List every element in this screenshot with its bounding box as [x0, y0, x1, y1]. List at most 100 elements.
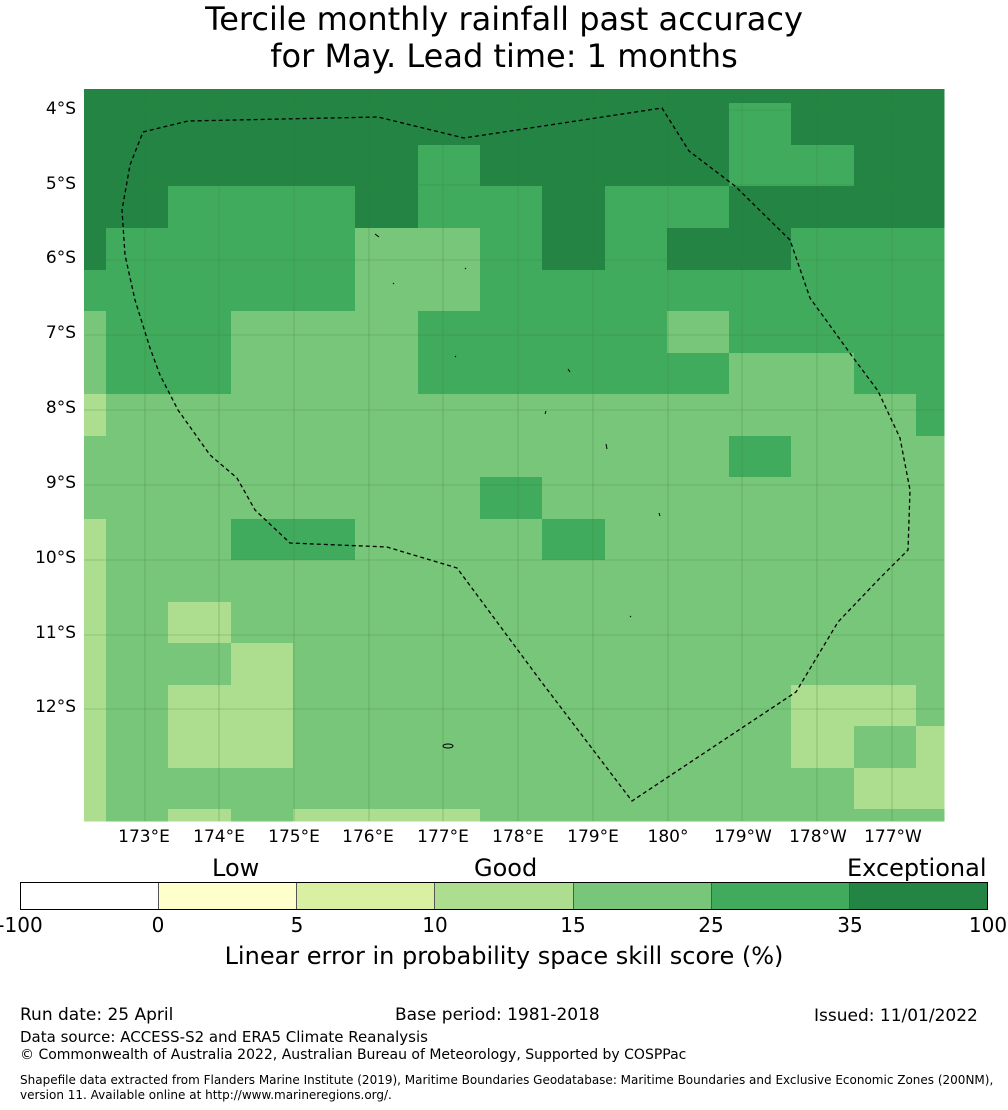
colorbar-tick: -100 [0, 913, 43, 937]
skill-cell [729, 436, 792, 478]
skill-cell [418, 311, 668, 354]
skill-cell [293, 809, 481, 822]
colorbar-segment [711, 883, 850, 909]
skill-cell [791, 436, 945, 478]
skill-cell [84, 436, 730, 478]
lon-label: 177°W [864, 827, 922, 847]
copyright-notice: © Commonwealth of Australia 2022, Austra… [20, 1047, 687, 1063]
skill-cell [480, 809, 945, 822]
skill-cell [84, 726, 107, 769]
skill-cell [84, 602, 107, 644]
skill-cell [854, 145, 945, 187]
eez-boundary [121, 107, 911, 802]
lat-label: 6°S [45, 248, 76, 268]
skill-cell [168, 726, 294, 769]
skill-cell [854, 768, 945, 810]
skill-cell [293, 726, 792, 769]
lat-label: 12°S [35, 697, 76, 717]
skill-cell [106, 768, 855, 810]
data-source: Data source: ACCESS-S2 and ERA5 Climate … [20, 1028, 428, 1046]
skill-cell [106, 353, 232, 395]
issued-date: Issued: 11/01/2022 [814, 1006, 978, 1026]
skill-cell [355, 270, 419, 312]
lon-label: 176°E [342, 827, 394, 847]
map-title-line-1: Tercile monthly rainfall past accuracy [205, 0, 803, 38]
lat-label: 5°S [45, 174, 76, 194]
skill-cell [106, 809, 169, 822]
skill-cell [84, 685, 107, 727]
skill-cell [231, 643, 294, 686]
skill-cell [106, 726, 169, 769]
colorbar-tick: 5 [290, 913, 304, 937]
skill-cell [480, 228, 543, 271]
colorbar-tick: 0 [151, 913, 165, 937]
skill-cell [106, 228, 356, 271]
skill-cell [667, 311, 730, 354]
skill-cell [84, 394, 107, 437]
colorbar-tick: 100 [968, 913, 1008, 937]
legend-category-exceptional: Exceptional [847, 854, 987, 882]
skill-cell [106, 643, 232, 686]
skill-cell [84, 643, 107, 686]
skill-cell [168, 602, 232, 644]
skill-cell [84, 809, 107, 822]
colorbar-segment [159, 883, 298, 909]
skill-cell [231, 809, 294, 822]
skill-cell [84, 270, 356, 312]
map-title-line-2: for May. Lead time: 1 months [270, 37, 738, 75]
skill-cell [106, 311, 232, 354]
skill-cell [168, 685, 294, 727]
skill-cell [231, 519, 356, 561]
skill-cell [605, 228, 668, 271]
colorbar-segment [849, 883, 987, 909]
skill-cell [84, 560, 107, 603]
colorbar [20, 882, 988, 910]
skill-cell [542, 228, 606, 271]
colorbar-tick: 10 [422, 913, 448, 937]
skill-cell [106, 685, 169, 727]
skill-cell [355, 228, 481, 271]
shapefile-credit-line-1: Shapefile data extracted from Flanders M… [20, 1073, 994, 1087]
skill-score-map [84, 89, 945, 822]
skill-cell [84, 768, 107, 810]
skill-cell [231, 353, 419, 395]
skill-cell [168, 186, 356, 229]
lon-label: 177°E [417, 827, 469, 847]
lat-label: 8°S [45, 398, 76, 418]
skill-cell [84, 145, 419, 187]
colorbar-tick: 25 [698, 913, 724, 937]
lon-label: 179°W [714, 827, 772, 847]
colorbar-segment [21, 883, 160, 909]
skill-cell [791, 228, 945, 271]
colorbar-tick: 35 [837, 913, 863, 937]
skill-cell [418, 145, 481, 187]
skill-cell [729, 311, 945, 354]
lon-label: 178°W [789, 827, 847, 847]
lon-label: 175°E [268, 827, 320, 847]
skill-cell [84, 186, 169, 229]
skill-cell [542, 477, 945, 520]
skill-cell [106, 519, 232, 561]
skill-cell [84, 311, 107, 354]
legend-category-low: Low [212, 854, 260, 882]
skill-cell [355, 519, 543, 561]
skill-cell [106, 602, 169, 644]
colorbar-segment [435, 883, 574, 909]
skill-cell [480, 270, 945, 312]
skill-cell [106, 560, 945, 603]
skill-cell [355, 186, 419, 229]
skill-cell [480, 477, 543, 520]
colorbar-segment [573, 883, 712, 909]
skill-cell [231, 602, 945, 644]
island-marks [374, 233, 661, 749]
legend-category-good: Good [474, 854, 538, 882]
skill-cell [791, 685, 917, 727]
skill-cell [84, 89, 945, 104]
lon-label: 174°E [193, 827, 245, 847]
skill-cell [854, 353, 945, 395]
skill-cell [605, 186, 730, 229]
skill-cell [84, 228, 107, 271]
skill-cell [418, 186, 543, 229]
lon-label: 179°E [567, 827, 619, 847]
skill-cell [480, 145, 730, 187]
